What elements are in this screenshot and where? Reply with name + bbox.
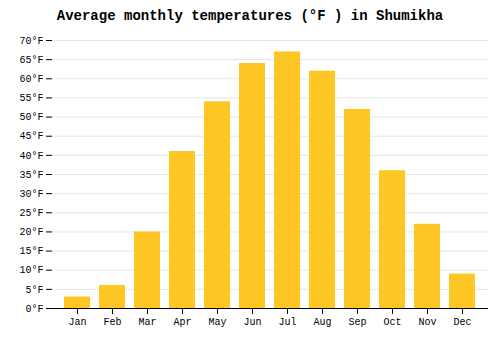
svg-text:Aug: Aug xyxy=(313,317,331,328)
svg-text:Jun: Jun xyxy=(243,317,261,328)
svg-text:50°F: 50°F xyxy=(19,112,43,123)
svg-text:Feb: Feb xyxy=(103,317,121,328)
svg-text:Jul: Jul xyxy=(278,317,296,328)
svg-text:25°F: 25°F xyxy=(19,208,43,219)
svg-text:Mar: Mar xyxy=(138,317,156,328)
html-text:Average monthly temperatures (: Average monthly temperatures (°F ) in Sh… xyxy=(56,8,444,24)
svg-text:60°F: 60°F xyxy=(19,74,43,85)
svg-text:35°F: 35°F xyxy=(19,170,43,181)
svg-text:65°F: 65°F xyxy=(19,55,43,66)
svg-text:Dec: Dec xyxy=(453,317,471,328)
svg-text:0°F: 0°F xyxy=(25,304,43,315)
svg-text:45°F: 45°F xyxy=(19,131,43,142)
svg-text:55°F: 55°F xyxy=(19,93,43,104)
svg-text:5°F: 5°F xyxy=(25,285,43,296)
svg-text:15°F: 15°F xyxy=(19,246,43,257)
svg-text:Jan: Jan xyxy=(68,317,86,328)
svg-text:20°F: 20°F xyxy=(19,227,43,238)
svg-text:Nov: Nov xyxy=(418,317,436,328)
svg-text:40°F: 40°F xyxy=(19,151,43,162)
svg-text:10°F: 10°F xyxy=(19,265,43,276)
svg-text:70°F: 70°F xyxy=(19,36,43,47)
svg-text:Sep: Sep xyxy=(348,317,366,328)
svg-text:Apr: Apr xyxy=(173,317,191,328)
svg-text:May: May xyxy=(208,317,226,328)
svg-text:30°F: 30°F xyxy=(19,189,43,200)
svg-text:Oct: Oct xyxy=(383,317,401,328)
